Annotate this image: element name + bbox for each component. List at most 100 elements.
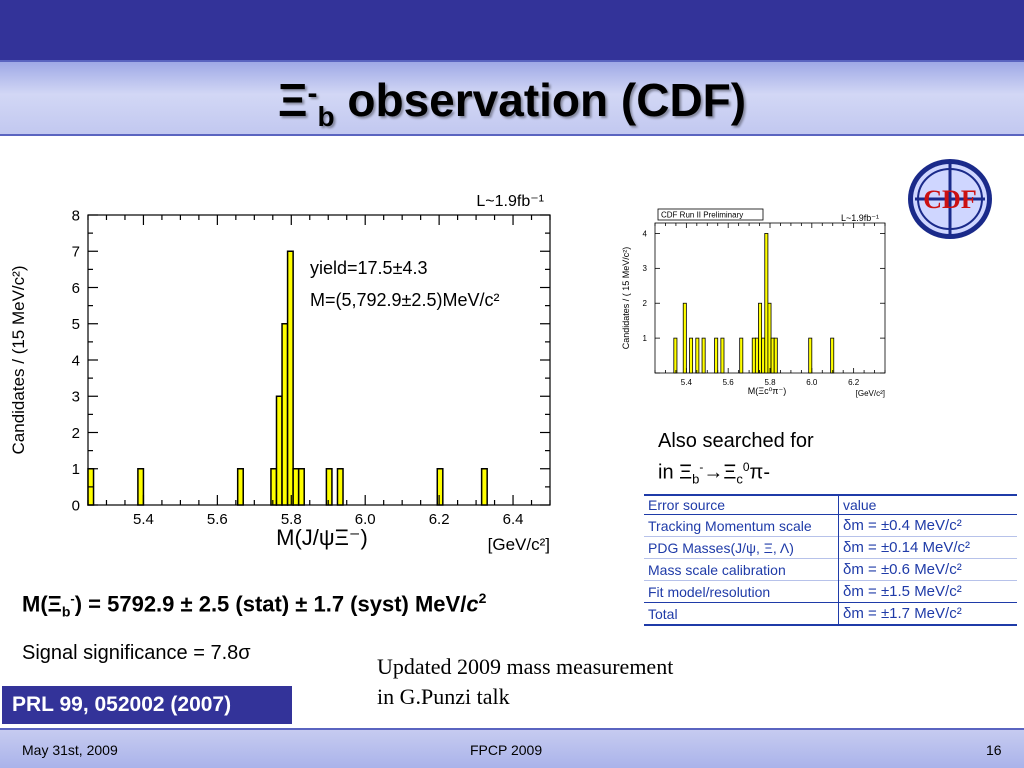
table-row: Fit model/resolution δm = ±1.5 MeV/c² — [644, 580, 1017, 603]
histogram-bar — [682, 302, 687, 374]
histogram-bar — [689, 337, 694, 374]
histogram-bar — [714, 337, 719, 374]
histogram-bar — [720, 337, 725, 374]
logo-text: CDF — [923, 185, 976, 214]
histogram-bar — [325, 468, 333, 506]
histogram-bar — [773, 337, 778, 374]
y-tick-label: 3 — [643, 264, 648, 273]
error-value-cell: δm = ±1.7 MeV/c² — [843, 605, 962, 622]
slide-title: Ξ-b observation (CDF) — [277, 74, 747, 132]
table-row: Mass scale calibration δm = ±0.6 MeV/c² — [644, 558, 1017, 581]
histogram-bar — [137, 468, 145, 506]
y-tick-label: 3 — [72, 389, 80, 406]
x-tick-label: 5.6 — [723, 378, 735, 387]
also-searched-line2: in Ξb-→Ξc0π- — [658, 460, 771, 487]
error-source-cell: Tracking Momentum scale — [644, 514, 839, 537]
histogram-bar — [754, 337, 759, 374]
histogram-bar — [764, 233, 769, 374]
y-tick-label: 4 — [72, 352, 80, 369]
mass-result: M(Ξb-) = 5792.9 ± 2.5 (stat) ± 1.7 (syst… — [22, 590, 487, 620]
x-axis-label: M(Ξc⁰π⁻) — [748, 386, 786, 396]
table-row: PDG Masses(J/ψ, Ξ, Λ) δm = ±0.14 MeV/c² — [644, 536, 1017, 559]
x-tick-label: 5.4 — [681, 378, 693, 387]
table-header-value: value — [843, 497, 877, 513]
y-tick-label: 2 — [72, 425, 80, 442]
x-tick-label: 5.6 — [207, 511, 228, 528]
histogram-bar — [480, 468, 488, 506]
histogram-bar — [270, 468, 278, 506]
histogram-bar — [281, 323, 289, 506]
signal-significance: Signal significance = 7.8σ — [22, 642, 251, 664]
x-tick-label: 5.4 — [133, 511, 154, 528]
fit-annotation: yield=17.5±4.3 — [310, 258, 427, 278]
x-tick-label: 5.8 — [764, 378, 776, 387]
histogram-bar — [739, 337, 744, 374]
y-tick-label: 1 — [643, 334, 648, 343]
updated-note-line2: in G.Punzi talk — [377, 684, 510, 709]
error-source-cell: Mass scale calibration — [644, 558, 839, 581]
top-header-bar — [0, 0, 1024, 60]
y-tick-label: 4 — [643, 229, 648, 238]
updated-note-line1: Updated 2009 mass measurement — [377, 654, 674, 679]
histogram-bar — [701, 337, 706, 374]
cdf-logo: CDF — [908, 159, 992, 239]
histogram-bar — [297, 468, 305, 506]
x-axis-label: M(J/ψΞ⁻) — [276, 525, 368, 550]
also-searched-line1: Also searched for — [658, 430, 814, 452]
x-tick-label: 6.4 — [503, 511, 524, 528]
error-value-cell: δm = ±0.14 MeV/c² — [843, 539, 971, 556]
error-source-cell: Fit model/resolution — [644, 580, 839, 603]
systematic-error-table: Error source value Tracking Momentum sca… — [644, 494, 1017, 626]
error-source-cell: PDG Masses(J/ψ, Ξ, Λ) — [644, 536, 839, 559]
footer-conference: FPCP 2009 — [470, 742, 543, 758]
banner-label: CDF Run II Preliminary — [661, 211, 743, 220]
luminosity-label: L~1.9fb⁻¹ — [476, 193, 544, 210]
error-source-cell: Total — [644, 602, 839, 625]
y-axis-label: Candidates / (15 MeV/c²) — [9, 266, 28, 455]
histogram-bar — [830, 337, 835, 374]
y-tick-label: 7 — [72, 244, 80, 261]
updated-measurement-note: Updated 2009 mass measurement in G.Punzi… — [377, 652, 673, 712]
plot-frame — [87, 214, 551, 506]
reference-badge: PRL 99, 052002 (2007) — [0, 684, 294, 726]
histogram-bar — [336, 468, 344, 506]
x-tick-label: 6.2 — [848, 378, 860, 387]
y-tick-label: 1 — [72, 461, 80, 478]
main-mass-histogram: 5.4 5.6 5.8 6.0 6.2 6.4 0 1 2 3 4 5 6 7 8 Candidates / … — [9, 193, 551, 554]
footer-date: May 31st, 2009 — [22, 742, 118, 758]
histogram-bar — [770, 337, 775, 374]
y-axis-label: Candidates / ( 15 MeV/c²) — [621, 247, 631, 350]
table-row: Total δm = ±1.7 MeV/c² — [644, 602, 1017, 625]
error-value-cell: δm = ±0.4 MeV/c² — [843, 517, 962, 534]
histogram-bar — [751, 337, 756, 374]
x-tick-label: 5.8 — [281, 511, 302, 528]
x-axis-unit: [GeV/c²] — [856, 389, 885, 398]
preliminary-mass-histogram: 5.4 5.6 5.8 6.0 6.2 1 2 3 4 Candidates / ( 15 MeV… — [621, 208, 886, 398]
luminosity-label: L~1.9fb⁻¹ — [841, 213, 879, 223]
histogram-bar — [286, 250, 294, 506]
y-tick-label: 8 — [72, 207, 80, 224]
histogram-bar — [767, 302, 772, 374]
error-value-cell: δm = ±0.6 MeV/c² — [843, 561, 962, 578]
x-tick-label: 6.0 — [806, 378, 818, 387]
error-value-cell: δm = ±1.5 MeV/c² — [843, 583, 962, 600]
histogram-bar — [236, 468, 244, 506]
histogram-bar — [275, 395, 283, 506]
histogram-bar — [436, 468, 444, 506]
histogram-bar — [695, 337, 700, 374]
y-tick-label: 0 — [72, 497, 80, 514]
x-tick-label: 6.2 — [429, 511, 450, 528]
also-searched-note: Also searched for in Ξb-→Ξc0π- — [658, 428, 814, 493]
histogram-bar — [761, 337, 766, 374]
y-tick-label: 6 — [72, 280, 80, 297]
banner-box — [657, 208, 764, 221]
table-row: Tracking Momentum scale δm = ±0.4 MeV/c² — [644, 514, 1017, 537]
histogram-bar — [758, 302, 763, 374]
table-header-source: Error source — [644, 495, 839, 515]
histogram-bar — [808, 337, 813, 374]
x-axis-unit: [GeV/c²] — [488, 535, 550, 554]
histogram-bar — [292, 468, 300, 506]
footer-page-number: 16 — [986, 742, 1002, 758]
y-tick-label: 2 — [643, 299, 648, 308]
x-tick-label: 6.0 — [355, 511, 376, 528]
